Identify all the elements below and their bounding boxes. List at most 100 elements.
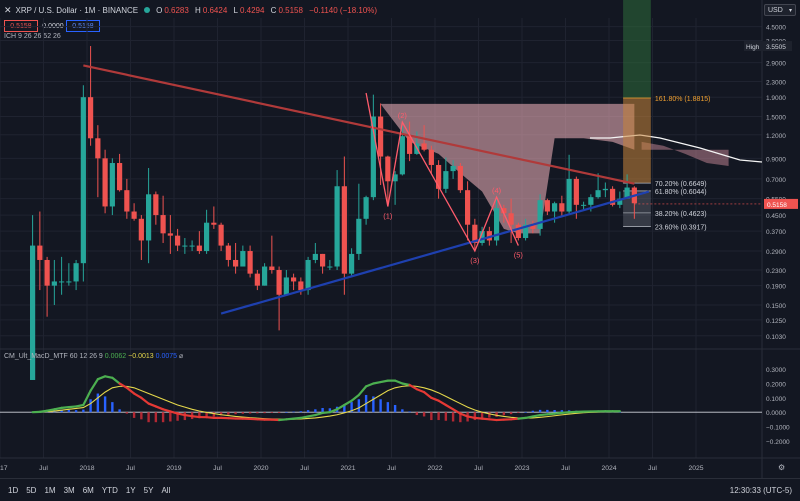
candle (363, 195, 369, 225)
histogram-bar (444, 412, 448, 421)
candle-body (530, 224, 536, 229)
candle-body (30, 245, 36, 380)
candle-body (320, 253, 326, 267)
candle-body (211, 222, 217, 225)
histogram-bar (386, 402, 390, 413)
candle (610, 186, 616, 207)
candle-body (37, 245, 43, 260)
macd-line-segment (147, 402, 157, 408)
macd-line-segment (118, 382, 128, 389)
ichimoku-indicator-label[interactable]: ICH 9 26 26 52 26 (4, 33, 61, 40)
macd-line-segment (176, 412, 186, 417)
timeframe-6m[interactable]: 6M (82, 485, 94, 495)
timeframe-5y[interactable]: 5Y (143, 485, 154, 495)
histogram-bar (219, 412, 223, 416)
candle (443, 157, 449, 193)
symbol-title[interactable]: XRP / U.S. Dollar · 1M · BINANCE (15, 5, 139, 15)
candle-body (421, 143, 427, 150)
candle (218, 222, 224, 252)
candle (160, 195, 166, 243)
macd-tick-label: −0.1000 (766, 425, 790, 432)
timeframe-ytd[interactable]: YTD (101, 485, 118, 495)
candle (581, 201, 587, 210)
candle (559, 195, 565, 217)
candle-body (240, 251, 246, 267)
macd-indicator-label[interactable]: CM_Ult_MacD_MTF 60 12 26 9 0.0062 −0.001… (4, 352, 183, 360)
timeframe-1d[interactable]: 1D (8, 485, 19, 495)
candle-body (624, 187, 630, 199)
candle (356, 183, 362, 260)
candle (276, 266, 282, 331)
time-tick-label: 2020 (253, 465, 268, 472)
histogram-bar (103, 396, 107, 413)
candle-body (610, 188, 616, 205)
macd-line-segment (394, 379, 404, 385)
currency-selector[interactable]: USD ▾ (764, 4, 796, 16)
macd-line-segment (96, 375, 107, 381)
settings-icon[interactable]: ⌀ (178, 353, 184, 360)
wave-label: (4) (492, 186, 502, 195)
macd-line-segment (125, 386, 136, 395)
macd-line-segment (488, 418, 498, 422)
histogram-bar (96, 393, 100, 413)
candle-body (312, 253, 318, 260)
price-tick-label: 1.5000 (766, 115, 786, 122)
trendline-support (220, 190, 650, 315)
open-value: 0.6283 (164, 5, 189, 15)
time-tick-label: Jul (126, 465, 135, 472)
macd-tick-label: 0.3000 (766, 367, 786, 374)
elliott-wave-path (365, 92, 519, 253)
histogram-bar (89, 399, 92, 413)
histogram-bar (350, 402, 353, 413)
candle-body (131, 211, 137, 219)
sell-price-box[interactable]: 0.5158 (4, 20, 38, 32)
buy-price-box[interactable]: 0.5158 (66, 20, 100, 32)
histogram-bar (430, 412, 433, 421)
candle-body (109, 163, 115, 207)
price-chart[interactable]: 161.80% (1.8815) 70.20% (0.6649)61.80% (0… (0, 0, 800, 478)
timeframe-3m[interactable]: 3M (63, 485, 75, 495)
candle-body (254, 273, 260, 286)
histogram-bar (321, 408, 324, 413)
candle-body (283, 277, 289, 295)
candle-body (66, 281, 72, 283)
candle (196, 231, 202, 254)
candle (508, 198, 514, 243)
high-label: H (195, 5, 201, 15)
timeframe-1m[interactable]: 1M (44, 485, 56, 495)
macd-line-segment (140, 396, 150, 405)
histogram-bar (488, 412, 491, 418)
price-tick-label: 0.1900 (766, 284, 786, 291)
histogram-bar (263, 412, 266, 414)
macd-line-segment (285, 417, 295, 421)
candle (51, 259, 57, 305)
histogram-bar (306, 410, 310, 413)
timeframe-1y[interactable]: 1Y (125, 485, 136, 495)
macd-line-segment (538, 413, 549, 417)
histogram-bar (408, 411, 411, 413)
histogram-bar (553, 410, 556, 413)
macd-line-segment (365, 382, 375, 388)
candle-body (298, 281, 304, 291)
time-tick-label: Jul (474, 465, 483, 472)
candle (80, 85, 86, 282)
macd-line-segment (278, 418, 288, 422)
histogram-bar (176, 412, 179, 421)
chart-header: ✕ XRP / U.S. Dollar · 1M · BINANCE O 0.62… (4, 3, 381, 17)
candle (494, 197, 500, 246)
macd-line-segment (74, 403, 85, 408)
candle-body (80, 97, 86, 264)
candle (204, 209, 210, 254)
price-tick-label: 1.9000 (766, 95, 786, 102)
macd-line-segment (560, 411, 571, 414)
clock-readout[interactable]: 12:30:33 (UTC-5) (729, 485, 792, 495)
candle-body (218, 224, 224, 246)
candle (59, 256, 65, 295)
timeframe-all[interactable]: All (161, 485, 171, 495)
candle-body (356, 218, 362, 254)
timeframe-5d[interactable]: 5D (26, 485, 37, 495)
collapse-icon[interactable]: ✕ (4, 4, 12, 15)
macd-tick-label: 0.2000 (766, 382, 786, 389)
candle-body (450, 165, 456, 172)
candle (37, 211, 43, 291)
